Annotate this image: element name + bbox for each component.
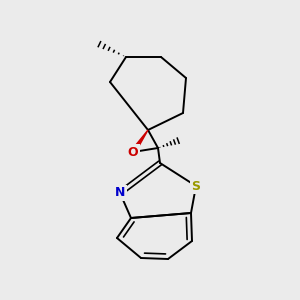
Text: O: O bbox=[128, 146, 138, 158]
Polygon shape bbox=[131, 130, 148, 153]
Text: N: N bbox=[115, 187, 125, 200]
Text: S: S bbox=[191, 179, 200, 193]
